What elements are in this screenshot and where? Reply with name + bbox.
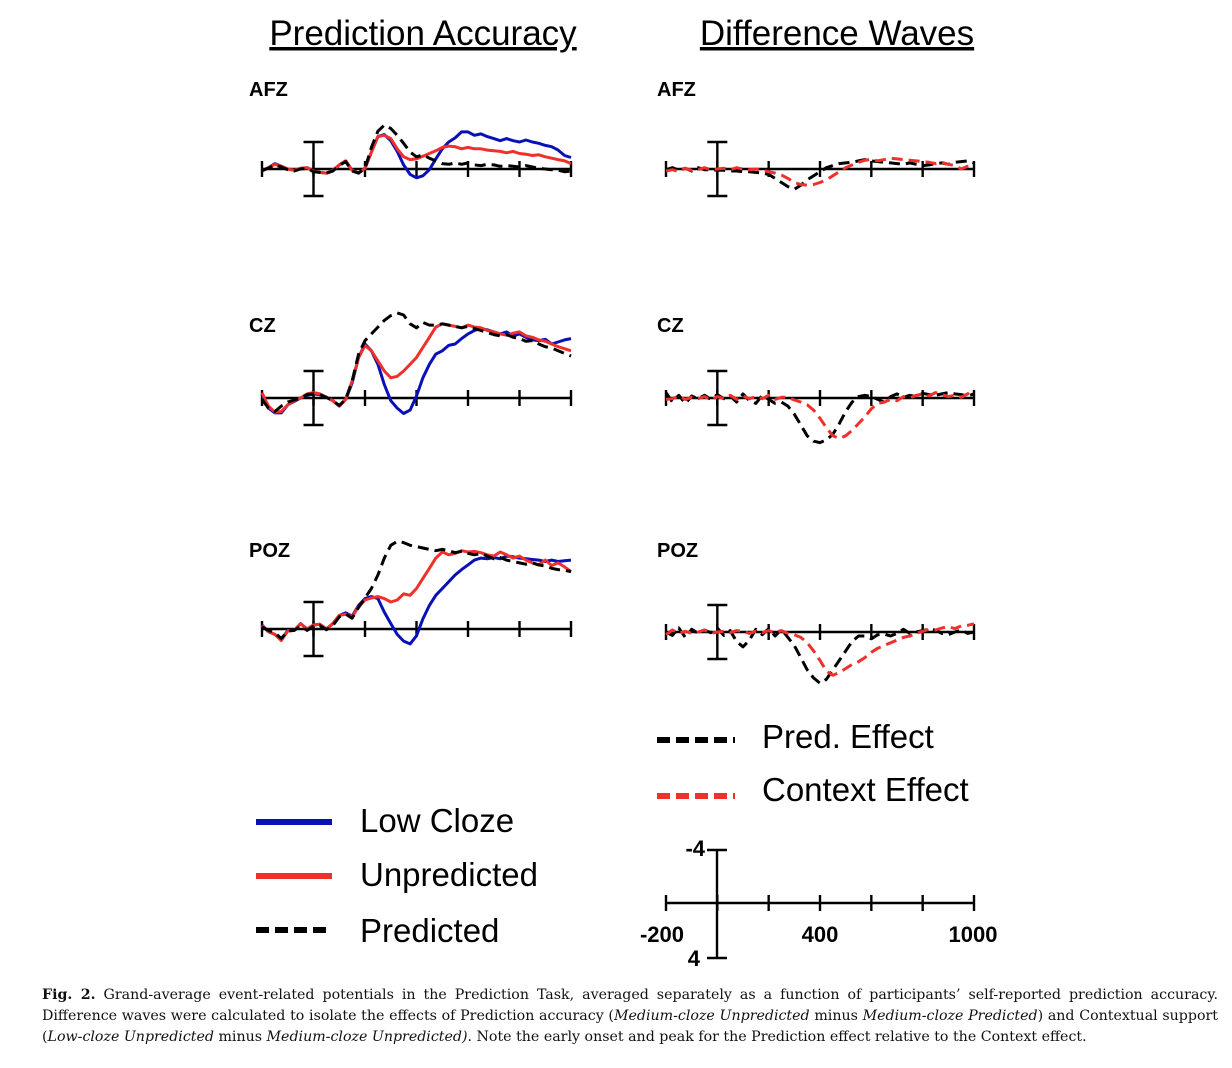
series-line-context-effect-difference-waves-poz [665, 622, 975, 677]
title-prediction-accuracy: Prediction Accuracy [269, 14, 577, 53]
caption-emphasis-3: Low-cloze Unpredicted [47, 1029, 214, 1045]
channel-label-prediction-accuracy-cz: CZ [249, 315, 276, 337]
scale-bar-y-top-label: -4 [685, 836, 705, 861]
scale-bar-x-label-mid: 400 [802, 922, 839, 947]
caption-text-5: . Note the early onset and peak for the … [467, 1029, 1087, 1045]
scale-bar-y-bottom-label: 4 [688, 946, 701, 971]
figure-caption: Fig. 2. Grand-average event-related pote… [42, 985, 1218, 1048]
caption-text-1: Grand-average event-related potentials i… [42, 987, 1218, 1024]
legend-prediction-accuracy: Low Cloze Unpredicted Predicted [256, 802, 538, 949]
series-line-predicted-prediction-accuracy-afz [261, 123, 572, 175]
caption-text-2: minus [809, 1008, 863, 1024]
channel-label-prediction-accuracy-poz: POZ [249, 540, 290, 562]
panels-group: AFZ CZ POZ AFZ CZ POZ [249, 79, 976, 685]
channel-label-difference-waves-poz: POZ [657, 540, 698, 562]
erp-figure: Prediction Accuracy Difference Waves AFZ… [249, 14, 998, 971]
caption-emphasis-4: Medium-cloze Unpredicted) [266, 1029, 468, 1045]
series-line-context-effect-difference-waves-cz [665, 387, 975, 440]
caption-text-3: ) and Contextual support ( [42, 1008, 1218, 1045]
legend-difference-waves: Pred. Effect Context Effect [657, 718, 969, 808]
scale-bar: -4 4 -200 400 1000 [640, 836, 998, 971]
panel-difference-waves-poz: POZ [657, 540, 976, 685]
panel-prediction-accuracy-cz: CZ [249, 311, 573, 427]
legend-label-low-cloze: Low Cloze [360, 802, 514, 839]
scale-bar-x-label-max: 1000 [949, 922, 998, 947]
series-line-context-effect-difference-waves-afz [665, 156, 975, 187]
series-line-pred-effect-difference-waves-cz [664, 391, 975, 445]
channel-label-prediction-accuracy-afz: AFZ [249, 79, 288, 101]
scale-bar-ticks [664, 895, 976, 911]
panel-prediction-accuracy-afz: AFZ [249, 79, 573, 198]
panel-difference-waves-afz: AFZ [657, 79, 976, 198]
title-difference-waves: Difference Waves [700, 14, 974, 53]
legend-label-predicted: Predicted [360, 912, 499, 949]
series-line-predicted-prediction-accuracy-cz [260, 311, 572, 413]
caption-text-4: minus [213, 1029, 267, 1045]
series-line-unpredicted-prediction-accuracy-poz [260, 549, 572, 642]
legend-label-pred-effect: Pred. Effect [762, 718, 934, 755]
channel-label-difference-waves-afz: AFZ [657, 79, 696, 101]
caption-emphasis-2: Medium-cloze Predicted [862, 1008, 1038, 1024]
legend-label-unpredicted: Unpredicted [360, 856, 538, 893]
panel-difference-waves-cz: CZ [657, 315, 976, 445]
legend-label-context-effect: Context Effect [762, 771, 969, 808]
series-line-predicted-prediction-accuracy-poz [261, 539, 572, 640]
panel-prediction-accuracy-poz: POZ [249, 539, 573, 658]
caption-emphasis-1: Medium-cloze Unpredicted [613, 1008, 810, 1024]
caption-label: Fig. 2. [42, 987, 96, 1003]
channel-label-difference-waves-cz: CZ [657, 315, 684, 337]
scale-bar-x-label-min: -200 [640, 922, 684, 947]
